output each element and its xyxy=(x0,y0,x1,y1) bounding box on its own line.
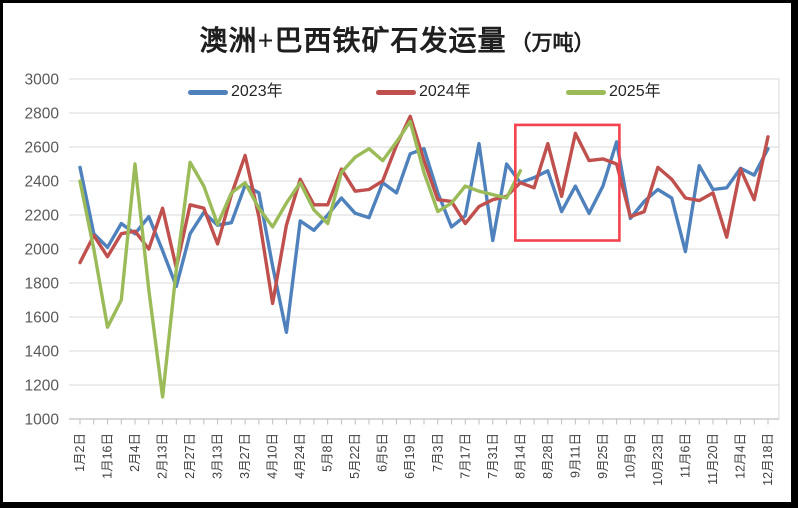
x-tick-label: 7月17日 xyxy=(458,433,472,479)
plot-area: 1000 1200 1400 1600 1800 2000 2200 2400 2600 2800… xyxy=(25,72,780,486)
x-tick-label: 2月4日 xyxy=(128,433,142,472)
annotation-highlight-box xyxy=(514,123,621,242)
x-tick-label: 11月6日 xyxy=(678,433,692,478)
x-tick-label: 12月4日 xyxy=(733,433,747,479)
y-tick-label: 2800 xyxy=(25,106,60,123)
y-axis-labels: 1000 1200 1400 1600 1800 2000 2200 2400 2600 2800… xyxy=(25,72,60,429)
x-tick-label: 4月10日 xyxy=(266,433,280,479)
x-tick-label: 5月8日 xyxy=(321,433,335,472)
x-tick-label: 7月3日 xyxy=(431,433,445,472)
y-tick-label: 2600 xyxy=(25,140,60,157)
y-tick-label: 2000 xyxy=(25,242,60,259)
y-tick-label: 1000 xyxy=(25,412,60,429)
x-tick-label: 8月14日 xyxy=(513,433,527,479)
x-tick-label: 3月13日 xyxy=(211,433,225,479)
y-tick-label: 3000 xyxy=(25,72,60,89)
series-line-2025年 xyxy=(78,119,522,399)
legend-item-2024: 2024年 xyxy=(376,81,471,103)
chart-legend: 2023年 2024年 2025年 xyxy=(3,81,791,103)
y-tick-label: 1200 xyxy=(25,378,60,395)
x-tick-label: 10月9日 xyxy=(623,433,637,479)
y-tick-label: 2200 xyxy=(25,208,60,225)
legend-label-2024: 2024年 xyxy=(419,83,471,100)
x-tick-label: 9月25日 xyxy=(596,433,610,479)
y-tick-label: 1800 xyxy=(25,276,60,293)
x-axis-labels: 1月2日 1月16日 2月4日 2月13日 2月27日 3月13日 3月27日 4月10日 4月… xyxy=(73,433,775,486)
x-tick-label: 3月27日 xyxy=(238,433,252,479)
x-tick-label: 12月18日 xyxy=(761,433,775,486)
x-tick-label: 7月31日 xyxy=(486,433,500,479)
x-tick-label: 1月16日 xyxy=(101,433,115,479)
legend-line-swatch-2023 xyxy=(188,89,228,95)
x-tick-label: 6月5日 xyxy=(376,433,390,472)
series-line-2024年 xyxy=(78,114,770,306)
legend-line-swatch-2024 xyxy=(376,89,416,95)
x-tick-label: 11月20日 xyxy=(706,433,720,485)
chart-title-text: 澳洲+巴西铁矿石发运量 xyxy=(199,26,507,57)
x-tick-label: 6月19日 xyxy=(403,433,417,479)
legend-item-2025: 2025年 xyxy=(566,81,661,103)
x-tick-label: 1月2日 xyxy=(73,433,87,472)
legend-label-2025: 2025年 xyxy=(609,83,661,100)
x-tick-label: 2月13日 xyxy=(156,433,170,479)
legend-line-swatch-2025 xyxy=(566,89,606,95)
chart-title: 澳洲+巴西铁矿石发运量 （万吨） xyxy=(3,19,791,59)
x-tick-label: 9月11日 xyxy=(568,433,582,478)
legend-item-2023: 2023年 xyxy=(188,81,283,103)
x-tick-label: 5月22日 xyxy=(348,433,362,479)
gridlines xyxy=(69,78,779,420)
x-tick-label: 2月27日 xyxy=(183,433,197,479)
series-line-2023年 xyxy=(78,140,770,334)
chart-title-unit: （万吨） xyxy=(510,31,595,55)
x-tick-label: 4月24日 xyxy=(293,433,307,479)
y-tick-label: 2400 xyxy=(25,174,60,191)
x-axis xyxy=(69,418,779,425)
x-tick-label: 10月23日 xyxy=(651,433,665,486)
y-tick-label: 1600 xyxy=(25,310,60,327)
x-tick-label: 8月28日 xyxy=(541,433,555,479)
legend-label-2023: 2023年 xyxy=(231,83,283,100)
y-tick-label: 1400 xyxy=(25,344,60,361)
